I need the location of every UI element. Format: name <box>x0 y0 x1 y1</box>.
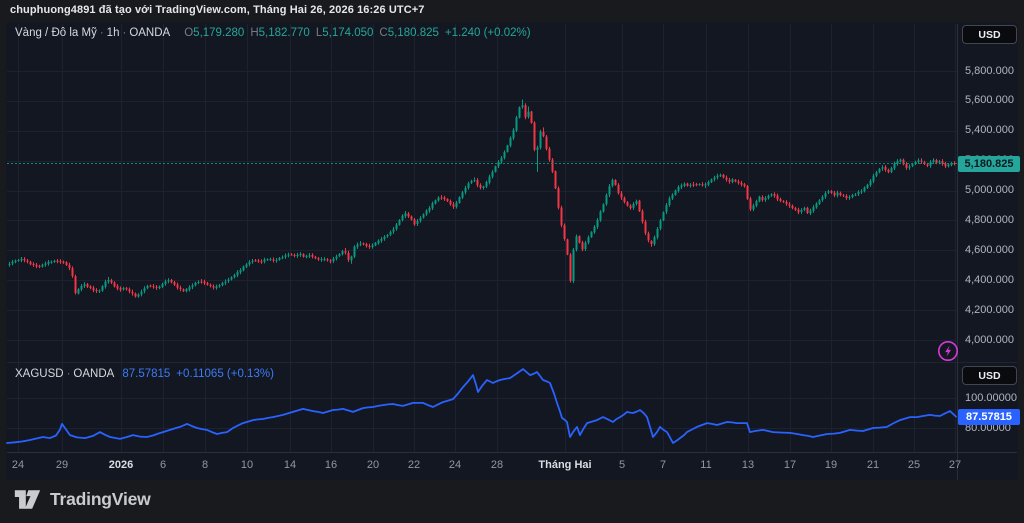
time-tick-label: 29 <box>55 459 69 471</box>
time-tick-label: 7 <box>659 459 667 471</box>
time-tick-label: Tháng Hai <box>538 459 592 471</box>
time-tick-label: 20 <box>366 459 380 471</box>
silver-exchange-label: OANDA <box>73 368 115 380</box>
time-tick-label: 2026 <box>108 459 134 471</box>
main-price-tick-label: 4,400.000 <box>965 274 1014 286</box>
time-tick-label: 13 <box>741 459 755 471</box>
silver-price-tick-label: 80.00000 <box>965 422 1011 434</box>
main-price-tick-label: 4,800.000 <box>965 214 1014 226</box>
legend-separator: · <box>99 27 104 39</box>
legend-separator: · <box>122 27 127 39</box>
time-tick-label: 11 <box>700 459 712 471</box>
main-ohlc-values: O5,179.280 H5,182.770 L5,174.050 C5,180.825… <box>178 27 530 39</box>
tradingview-logo-icon <box>14 490 41 509</box>
main-symbol-legend: Vàng / Đô la Mỹ · 1h · OANDA O5,179.280 H5,182… <box>15 27 531 39</box>
main-interval-label: 1h <box>106 27 120 39</box>
main-price-tick-label: 5,600.000 <box>965 94 1014 106</box>
time-tick-label: 24 <box>11 459 25 471</box>
time-tick-label: 5 <box>618 459 626 471</box>
main-price-tick-label: 4,600.000 <box>965 244 1014 256</box>
silver-change-value: +0.11065 (+0.13%) <box>176 368 274 380</box>
tradingview-logo-text: TradingView <box>50 489 151 509</box>
main-price-tick-label: 5,800.000 <box>965 65 1014 77</box>
main-price-tick-label: 4,200.000 <box>965 304 1014 316</box>
time-tick-label: 6 <box>159 459 167 471</box>
time-tick-label: 28 <box>490 459 504 471</box>
silver-price-tick-label: 100.00000 <box>965 392 1017 404</box>
time-tick-label: 16 <box>324 459 338 471</box>
main-currency-button[interactable]: USD <box>962 25 1017 44</box>
main-change-value: +1.240 (+0.02%) <box>444 27 531 39</box>
tradingview-logo: TradingView <box>14 488 151 511</box>
silver-currency-button[interactable]: USD <box>962 366 1017 385</box>
time-tick-label: 25 <box>907 459 921 471</box>
time-tick-label: 17 <box>783 459 797 471</box>
time-tick-label: 10 <box>240 459 254 471</box>
main-exchange-label: OANDA <box>129 27 171 39</box>
main-symbol-title: Vàng / Đô la Mỹ <box>15 27 97 39</box>
silver-line-series <box>6 368 957 444</box>
silver-symbol-title: XAGUSD <box>15 368 64 380</box>
time-tick-label: 22 <box>407 459 421 471</box>
open-value: 5,179.280 <box>193 27 245 39</box>
time-tick-label: 14 <box>283 459 297 471</box>
open-label: O <box>184 27 194 39</box>
main-price-tick-label: 5,000.000 <box>965 184 1014 196</box>
low-value: 5,174.050 <box>322 27 374 39</box>
time-tick-label: 19 <box>824 459 838 471</box>
time-tick-label: 27 <box>948 459 962 471</box>
high-label: H <box>250 27 259 39</box>
main-last-price-badge: 5,180.825 <box>958 156 1020 172</box>
close-value: 5,180.825 <box>387 27 439 39</box>
low-label: L <box>315 27 323 39</box>
high-value: 5,182.770 <box>258 27 310 39</box>
gold-candle-series <box>8 99 956 298</box>
time-tick-label: 21 <box>866 459 880 471</box>
silver-last-price-badge: 87.57815 <box>958 409 1020 425</box>
silver-symbol-legend: XAGUSD · OANDA 87.57815 +0.11065 (+0.13%) <box>15 368 274 380</box>
flash-boost-icon[interactable] <box>937 340 959 362</box>
attribution-text: chuphuong4891 đã tạo với TradingView.com… <box>10 4 425 16</box>
grid-lines <box>7 24 957 452</box>
main-price-tick-label: 5,400.000 <box>965 124 1014 136</box>
time-tick-label: 24 <box>448 459 462 471</box>
legend-separator: · <box>66 368 71 380</box>
time-tick-label: 8 <box>201 459 209 471</box>
close-label: C <box>379 27 388 39</box>
silver-last-value: 87.57815 <box>122 368 171 380</box>
main-price-tick-label: 4,000.000 <box>965 334 1014 346</box>
